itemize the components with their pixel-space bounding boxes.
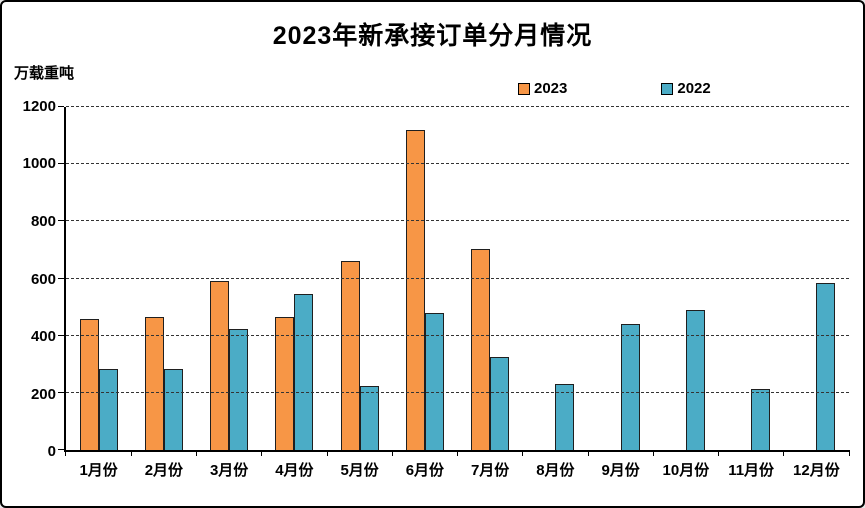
bar-2023-2月份: [144, 317, 164, 450]
y-tick-label-1200: 1200: [22, 98, 56, 115]
gridline-1200: [66, 106, 849, 107]
y-axis-tick-1200: [58, 106, 64, 107]
legend-label-2022: 2022: [677, 80, 711, 97]
legend-item-2022: 2022: [661, 80, 711, 97]
bar-2022-6月份: [424, 312, 444, 450]
y-axis-tick-400: [58, 334, 64, 336]
y-axis-tick-800: [58, 220, 64, 222]
x-tick-label-8月份: 8月份: [536, 462, 575, 479]
y-axis-tick-200: [58, 391, 64, 393]
x-tick-label-2月份: 2月份: [144, 462, 184, 479]
y-axis-unit-label: 万载重吨: [14, 65, 75, 82]
bar-group-6月份: 6月份: [392, 107, 458, 479]
bar-group-4月份: 4月份: [262, 107, 328, 479]
y-tick-label-400: 400: [30, 327, 56, 345]
bar-group-1月份: 1月份: [65, 107, 132, 479]
bar-2022-5月份: [359, 385, 379, 450]
bar-2022-2月份: [163, 368, 183, 450]
x-axis-tick-1: [130, 450, 132, 456]
bar-group-11月份: 11月份: [719, 107, 785, 479]
legend-item-2023: 2023: [518, 80, 567, 97]
y-axis-tick-0: [58, 449, 64, 450]
bar-group-2月份: 2月份: [131, 107, 197, 479]
bar-2022-8月份: [555, 384, 575, 450]
legend-label-2023: 2023: [534, 80, 568, 97]
x-axis-tick-6: [457, 450, 458, 456]
bar-group-3月份: 3月份: [197, 107, 263, 479]
legend: 2023 2022: [518, 80, 711, 97]
bar-2023-5月份: [340, 261, 360, 450]
bar-2022-7月份: [490, 357, 510, 450]
gridline-600: [66, 277, 849, 279]
x-axis-tick-5: [391, 450, 393, 456]
y-tick-label-600: 600: [30, 270, 56, 288]
y-tick-label-200: 200: [30, 385, 56, 403]
bar-2023-3月份: [210, 281, 230, 450]
y-tick-label-0: 0: [47, 443, 56, 460]
bar-2022-12月份: [816, 282, 836, 450]
bar-2023-6月份: [405, 129, 425, 450]
bar-2022-1月份: [98, 368, 118, 450]
x-tick-label-1月份: 1月份: [79, 462, 118, 479]
bar-group-8月份: 8月份: [523, 107, 589, 479]
x-axis-tick-3: [261, 450, 263, 456]
plot-area: 1月份 2月份 3月份 4月份 5月份 6月份 7月份 8月份 9月份 10月份 11月份 12月份: [58, 106, 850, 479]
bar-group-9月份: 9月份: [588, 107, 654, 479]
bar-groups: 1月份 2月份 3月份 4月份 5月份 6月份 7月份 8月份 9月份 10月份 11月份 12月份: [65, 107, 850, 479]
x-tick-label-3月份: 3月份: [209, 462, 249, 479]
bar-group-5月份: 5月份: [327, 107, 393, 479]
y-axis-tick-1000: [58, 163, 64, 165]
x-tick-label-5月份: 5月份: [340, 462, 379, 479]
x-tick-label-11月份: 11月份: [728, 462, 775, 479]
bar-2022-10月份: [685, 309, 705, 450]
y-tick-label-800: 800: [30, 212, 56, 230]
bar-group-10月份: 10月份: [653, 107, 719, 479]
x-tick-label-9月份: 9月份: [601, 462, 640, 479]
y-tick-label-1000: 1000: [22, 155, 56, 173]
x-tick-label-12月份: 12月份: [793, 462, 840, 479]
gridline-1000: [66, 163, 849, 165]
y-axis-labels: 0 200 400 600 800 1000 1200: [2, 98, 56, 460]
x-axis-tick-11: [783, 450, 785, 456]
bar-2023-1月份: [79, 318, 99, 450]
x-tick-label-4月份: 4月份: [275, 462, 314, 479]
legend-swatch-2023: [518, 82, 530, 95]
x-axis-tick-9: [652, 450, 654, 456]
x-tick-label-7月份: 7月份: [470, 462, 510, 479]
legend-swatch-2022: [661, 82, 674, 95]
x-axis-tick-12: [848, 450, 850, 456]
bar-2023-4月份: [275, 317, 295, 450]
x-axis-tick-4: [326, 450, 328, 456]
x-axis-tick-2: [196, 450, 197, 456]
x-axis-tick-10: [718, 450, 719, 456]
x-axis-tick-7: [522, 450, 524, 456]
bar-2022-9月份: [620, 324, 640, 450]
y-axis-tick-600: [58, 277, 64, 279]
bar-2022-11月份: [751, 388, 771, 450]
gridline-800: [66, 220, 849, 222]
bar-2022-4月份: [294, 294, 314, 450]
chart-title: 2023年新承接订单分月情况: [272, 22, 593, 50]
x-tick-label-10月份: 10月份: [662, 462, 710, 479]
gridline-400: [66, 334, 849, 336]
bar-2022-3月份: [229, 328, 249, 450]
bar-group-7月份: 7月份: [458, 107, 524, 479]
x-axis-tick-8: [587, 450, 589, 456]
x-axis-tick-start: [65, 450, 66, 456]
gridline-200: [66, 391, 849, 393]
bar-2023-7月份: [471, 248, 491, 450]
bar-group-12月份: 12月份: [784, 107, 850, 479]
x-tick-label-6月份: 6月份: [405, 462, 445, 479]
